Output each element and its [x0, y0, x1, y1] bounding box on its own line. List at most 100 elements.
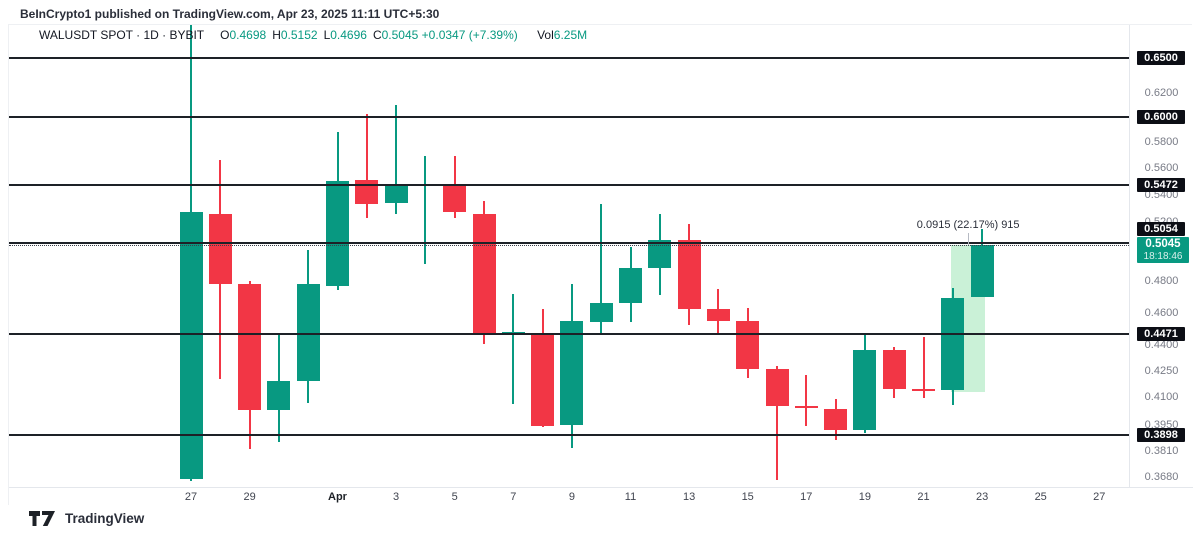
- time-label-27-d31: 27: [1093, 491, 1106, 503]
- candle-body-apr-9: [560, 320, 584, 425]
- price-tick-0.4600: 0.4600: [1144, 306, 1179, 319]
- time-label-13-d17: 13: [682, 491, 696, 503]
- time-axis-separator: [9, 487, 1193, 488]
- time-label-29-d2: 29: [243, 491, 256, 503]
- volume-value: 6.25M: [553, 28, 588, 42]
- price-level-badge-0.5054: 0.5054: [1137, 221, 1185, 236]
- time-label-9-d13: 9: [568, 491, 575, 503]
- candle-wick-apr-2: [365, 113, 368, 219]
- candle-body-apr-5: [443, 183, 467, 212]
- level-line-0.6500: [9, 57, 1129, 59]
- ohlc-h-label: H: [272, 28, 281, 42]
- candle-body-apr-14: [706, 309, 730, 321]
- current-price-badge: 0.5045 18:18:46: [1137, 236, 1189, 263]
- time-label-5-d9: 5: [451, 491, 458, 503]
- price-tick-0.6200: 0.6200: [1144, 86, 1179, 99]
- tradingview-branding[interactable]: TradingView: [28, 510, 144, 527]
- volume-label: Vol: [537, 28, 554, 42]
- candle-body-apr-10: [589, 303, 613, 322]
- time-label-17-d21: 17: [800, 491, 813, 503]
- ohlc-c-value: 0.5045: [381, 28, 419, 42]
- candle-wick-apr-3: [395, 104, 398, 214]
- candle-body-apr-15: [736, 320, 760, 370]
- price-tick-0.4400: 0.4400: [1144, 339, 1179, 352]
- candle-body-apr-23: [970, 244, 994, 298]
- time-label-3-d7: 3: [393, 491, 400, 503]
- price-level-badge-0.4471: 0.4471: [1137, 326, 1185, 341]
- candle-body-apr-11: [619, 268, 642, 304]
- candle-body-apr-19: [853, 350, 877, 430]
- chart-widget: 0.0915 (22.17%) 915 WALUSDT SPOT · 1D · …: [8, 24, 1193, 506]
- time-label-21-d25: 21: [917, 491, 930, 503]
- price-level-badge-0.6500: 0.6500: [1137, 51, 1185, 65]
- candle-body-mar-27: [179, 212, 203, 479]
- candle-wick-apr-16: [776, 365, 778, 480]
- candle-body-apr-16: [765, 369, 789, 407]
- price-tick-0.5600: 0.5600: [1144, 161, 1179, 174]
- level-line-0.5472: [9, 183, 1129, 186]
- price-axis[interactable]: USDT 0.62000.58000.56000.54000.52000.480…: [1130, 25, 1193, 487]
- candle-body-mar-29: [238, 284, 262, 410]
- ohlc-h-value: 0.5152: [280, 28, 318, 42]
- level-line-0.6000: [9, 115, 1129, 118]
- candle-body-apr-21: [912, 389, 935, 392]
- symbol-title[interactable]: WALUSDT SPOT · 1D · BYBIT: [39, 28, 205, 42]
- candle-body-apr-3: [384, 185, 408, 203]
- ohlc-o-value: 0.4698: [229, 28, 267, 42]
- change-value: +0.0347 (+7.39%): [421, 28, 518, 42]
- candle-body-apr-22: [941, 297, 965, 390]
- level-line-0.5054: [9, 242, 1129, 245]
- attribution-text: BeInCrypto1 published on TradingView.com…: [20, 7, 440, 21]
- candle-body-apr-8: [531, 332, 555, 426]
- ohlc-c-label: C: [372, 28, 382, 42]
- time-label-27-d0: 27: [184, 491, 198, 503]
- ohlc-l-label: L: [323, 28, 331, 42]
- ohlc-o-label: O: [220, 28, 230, 42]
- time-label-15-d19: 15: [741, 491, 754, 503]
- candle-body-apr-20: [882, 350, 906, 389]
- time-label-apr-d5: Apr: [328, 491, 347, 503]
- time-label-7-d11: 7: [510, 491, 517, 503]
- candle-body-apr-12: [648, 239, 672, 269]
- price-tick-0.5800: 0.5800: [1144, 135, 1179, 148]
- time-label-19-d23: 19: [858, 491, 872, 503]
- price-axis-separator: [1129, 25, 1130, 487]
- chart-canvas[interactable]: 0.0915 (22.17%) 915: [9, 25, 1129, 487]
- time-axis[interactable]: 27 29 Apr 3 5 7 9 11 13 15 17 19 21 23 25 27: [9, 488, 1193, 506]
- price-tick-0.3680: 0.3680: [1144, 470, 1179, 483]
- price-tick-0.3810: 0.3810: [1144, 445, 1179, 458]
- candle-body-apr-1: [326, 181, 349, 286]
- current-price-line: [9, 244, 1129, 246]
- level-line-0.3898: [9, 433, 1129, 436]
- ohlc-l-value: 0.4696: [330, 28, 367, 42]
- candle-body-apr-6: [472, 213, 496, 333]
- candle-body-apr-2: [355, 179, 379, 205]
- tradingview-brand-text: TradingView: [65, 511, 145, 526]
- candle-body-mar-28: [208, 213, 232, 285]
- price-level-badge-0.5472: 0.5472: [1137, 177, 1185, 192]
- candle-body-mar-30: [267, 381, 291, 410]
- price-tick-0.4250: 0.4250: [1144, 364, 1179, 377]
- price-tick-0.4100: 0.4100: [1144, 391, 1179, 404]
- current-price-value: 0.5045: [1145, 237, 1181, 250]
- measure-connector: [968, 232, 970, 245]
- tradingview-logo-icon: [29, 511, 55, 526]
- price-level-badge-0.3898: 0.3898: [1137, 427, 1185, 442]
- bar-close-countdown: 18:18:46: [1143, 250, 1183, 262]
- candle-body-apr-18: [824, 409, 848, 430]
- time-label-23-d27: 23: [975, 491, 989, 503]
- candle-wick-apr-10: [600, 204, 603, 333]
- measure-range-label: 0.0915 (22.17%) 915: [916, 218, 1020, 231]
- time-label-25-d29: 25: [1034, 491, 1047, 503]
- symbol-info-bar[interactable]: WALUSDT SPOT · 1D · BYBIT O0.4698 H0.5152 L…: [39, 28, 587, 42]
- candle-wick-apr-4: [424, 156, 427, 264]
- candle-wick-apr-21: [922, 336, 925, 398]
- price-tick-0.4800: 0.4800: [1144, 275, 1179, 288]
- candle-body-apr-13: [677, 239, 701, 310]
- candle-wick-apr-17: [805, 375, 808, 426]
- price-level-badge-0.6000: 0.6000: [1137, 109, 1185, 124]
- time-label-11-d15: 11: [624, 491, 637, 503]
- candle-body-apr-17: [794, 406, 818, 409]
- level-line-0.4471: [9, 332, 1129, 335]
